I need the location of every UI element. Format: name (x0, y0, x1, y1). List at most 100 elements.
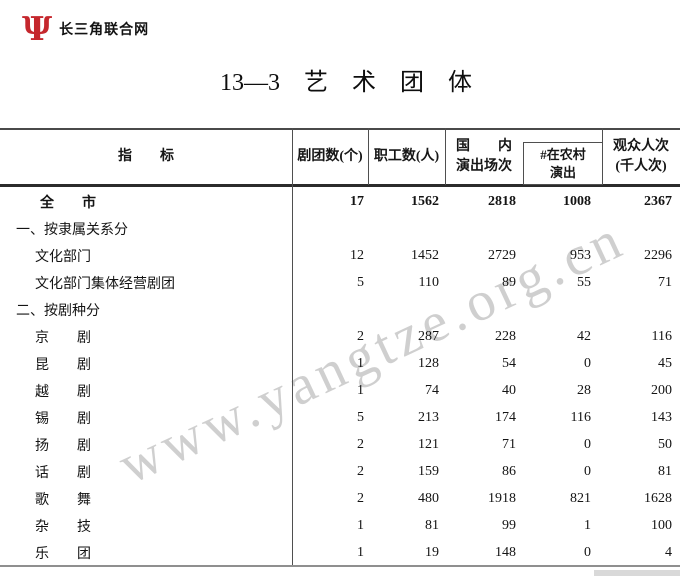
row-value: 86 (502, 463, 516, 479)
row-value: 50 (658, 436, 672, 452)
header-indicator-label: 指 标 (118, 148, 174, 164)
row-label: 扬 剧 (35, 438, 91, 454)
row-value: 2729 (488, 247, 516, 263)
table-row: 锡 剧 5 213 174 116 143 (0, 404, 680, 431)
row-value: 174 (495, 409, 516, 425)
table-row: 二、按剧种分 (0, 296, 680, 323)
row-value: 74 (425, 382, 439, 398)
row-value: 55 (577, 274, 591, 290)
row-value: 1 (357, 382, 364, 398)
header-cell-audience: 观众人次 (千人次) (602, 128, 680, 185)
row-value: 81 (425, 517, 439, 533)
row-value: 40 (502, 382, 516, 398)
row-value: 2 (357, 328, 364, 344)
row-value: 0 (584, 355, 591, 371)
row-value: 821 (570, 490, 591, 506)
table-row: 文化部门 12 1452 2729 953 2296 (0, 242, 680, 269)
row-value: 1562 (411, 193, 439, 209)
header-cell-indicator: 指 标 (0, 128, 292, 185)
row-label: 越 剧 (35, 384, 91, 400)
row-value: 12 (350, 247, 364, 263)
scrollbar-fragment (594, 570, 680, 576)
row-value: 110 (418, 274, 439, 290)
row-value: 2296 (644, 247, 672, 263)
header-label-line: (千人次) (615, 158, 667, 174)
row-value: 287 (418, 328, 439, 344)
table-row: 昆 剧 1 128 54 0 45 (0, 350, 680, 377)
table-header-rule (0, 184, 680, 187)
row-value: 480 (418, 490, 439, 506)
row-value: 1628 (644, 490, 672, 506)
row-value: 19 (425, 544, 439, 560)
site-logo: Ψ 长三角联合网 (22, 12, 149, 45)
table-body: 全 市 17 1562 2818 1008 2367 一、按隶属关系分 文化部门 12 1452 2… (0, 188, 680, 566)
row-value: 81 (658, 463, 672, 479)
row-label: 文化部门 (35, 249, 91, 265)
row-value: 2367 (644, 193, 672, 209)
header-cell-domestic-performances: 国 内演出场次 (445, 128, 523, 185)
row-value: 42 (577, 328, 591, 344)
row-value: 148 (495, 544, 516, 560)
row-value: 1 (357, 355, 364, 371)
page-title: 13—3 艺 术 团 体 (220, 70, 472, 96)
row-value: 17 (350, 193, 364, 209)
table-row: 话 剧 2 159 86 0 81 (0, 458, 680, 485)
site-name: 长三角联合网 (59, 20, 150, 37)
row-value: 99 (502, 517, 516, 533)
row-value: 143 (651, 409, 672, 425)
row-value: 71 (658, 274, 672, 290)
row-value: 28 (577, 382, 591, 398)
row-label: 昆 剧 (35, 357, 91, 373)
row-value: 5 (357, 409, 364, 425)
psi-trident-logo-icon: Ψ (22, 9, 53, 48)
row-value: 2 (357, 490, 364, 506)
header-label-line: 剧团数(个) (297, 148, 363, 164)
row-value: 1 (584, 517, 591, 533)
row-value: 4 (665, 544, 672, 560)
row-value: 116 (651, 328, 672, 344)
table-row: 杂 技 1 81 99 1 100 (0, 512, 680, 539)
header-divider-col2-col3 (368, 128, 369, 185)
row-value: 45 (658, 355, 672, 371)
row-value: 71 (502, 436, 516, 452)
table-row: 京 剧 2 287 228 42 116 (0, 323, 680, 350)
row-label: 歌 舞 (35, 492, 91, 508)
table-bottom-border (0, 565, 680, 567)
row-value: 1918 (488, 490, 516, 506)
header-label-line: 国 内 (456, 138, 512, 154)
row-label: 锡 剧 (35, 411, 91, 427)
table-row: 一、按隶属关系分 (0, 215, 680, 242)
header-label-line: 职工数(人) (373, 148, 440, 164)
row-label: 杂 技 (35, 519, 91, 535)
row-value: 1452 (411, 247, 439, 263)
row-value: 953 (570, 247, 591, 263)
row-value: 0 (584, 463, 591, 479)
table-divider-indicator (292, 128, 293, 565)
row-value: 5 (357, 274, 364, 290)
row-value: 89 (502, 274, 516, 290)
table-row: 文化部门集体经营剧团 5 110 89 55 71 (0, 269, 680, 296)
row-value: 116 (570, 409, 591, 425)
table-row: 全 市 17 1562 2818 1008 2367 (0, 188, 680, 215)
row-label: 一、按隶属关系分 (16, 222, 128, 238)
header-rural-line2: 演出 (549, 164, 576, 180)
row-value: 0 (584, 544, 591, 560)
row-value: 2 (357, 436, 364, 452)
row-value: 1008 (563, 193, 591, 209)
row-value: 1 (357, 544, 364, 560)
row-label: 乐 团 (35, 546, 91, 562)
row-label: 话 剧 (35, 465, 91, 481)
row-value: 0 (584, 436, 591, 452)
header-divider-col3-col4 (445, 128, 446, 185)
row-value: 54 (502, 355, 516, 371)
table-row: 扬 剧 2 121 71 0 50 (0, 431, 680, 458)
header-cell-troupes-count: 剧团数(个) (292, 128, 368, 185)
row-label: 文化部门集体经营剧团 (35, 276, 175, 292)
header-cell-staff-count: 职工数(人) (368, 128, 445, 185)
row-label: 京 剧 (35, 330, 91, 346)
row-value: 100 (651, 517, 672, 533)
row-value: 1 (357, 517, 364, 533)
row-label: 全 市 (40, 195, 96, 211)
table-top-border (0, 128, 680, 130)
